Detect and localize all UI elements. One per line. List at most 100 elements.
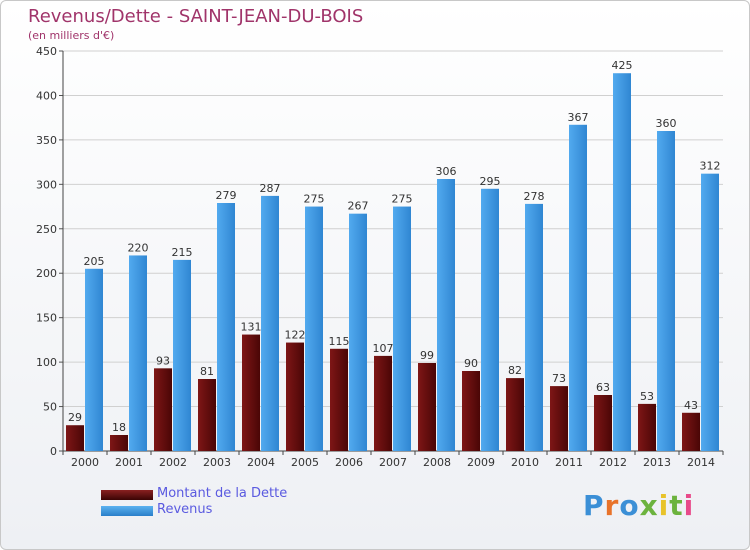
y-tick-label: 400 — [36, 89, 57, 102]
logo-letter: P — [583, 489, 605, 522]
bar-dette — [550, 386, 568, 451]
logo-letter: r — [604, 489, 620, 522]
chart-subtitle: (en milliers d'€) — [28, 29, 115, 42]
logo-letter: i — [683, 489, 695, 522]
bar-revenus — [261, 195, 279, 451]
data-label-revenus: 220 — [128, 241, 149, 254]
data-label-dette: 18 — [112, 421, 126, 434]
data-label-dette: 29 — [68, 411, 82, 424]
data-label-dette: 81 — [200, 365, 214, 378]
x-tick-label: 2012 — [599, 456, 627, 469]
bar-revenus — [437, 179, 455, 451]
bar-dette — [198, 379, 216, 451]
x-tick-label: 2004 — [247, 456, 275, 469]
bar-revenus — [393, 206, 411, 451]
data-label-revenus: 275 — [392, 193, 413, 206]
data-label-revenus: 215 — [172, 246, 193, 259]
data-label-dette: 115 — [329, 335, 350, 348]
bar-dette — [506, 378, 524, 451]
bar-revenus — [85, 268, 103, 451]
bar-dette — [418, 363, 436, 451]
data-label-revenus: 275 — [304, 193, 325, 206]
bar-revenus — [525, 203, 543, 451]
x-tick-label: 2002 — [159, 456, 187, 469]
x-tick-label: 2010 — [511, 456, 539, 469]
bar-dette — [242, 334, 260, 451]
data-label-dette: 122 — [285, 329, 306, 342]
bar-dette — [154, 368, 172, 451]
legend-label-revenus: Revenus — [157, 502, 213, 517]
bar-revenus — [481, 188, 499, 451]
legend-swatch-revenus — [101, 506, 153, 516]
bar-revenus — [349, 213, 367, 451]
x-tick-label: 2013 — [643, 456, 671, 469]
data-label-dette: 82 — [508, 364, 522, 377]
x-tick-label: 2014 — [687, 456, 715, 469]
data-label-dette: 90 — [464, 357, 478, 370]
y-tick-label: 300 — [36, 178, 57, 191]
y-tick-label: 0 — [50, 445, 57, 458]
data-label-revenus: 205 — [84, 255, 105, 268]
bar-revenus — [217, 203, 235, 451]
x-tick-label: 2009 — [467, 456, 495, 469]
bar-dette — [374, 355, 392, 451]
x-tick-label: 2005 — [291, 456, 319, 469]
data-label-dette: 131 — [241, 321, 262, 334]
data-label-dette: 63 — [596, 381, 610, 394]
data-label-dette: 107 — [373, 342, 394, 355]
bar-revenus — [657, 131, 675, 451]
x-tick-label: 2003 — [203, 456, 231, 469]
bar-revenus — [305, 206, 323, 451]
data-label-dette: 53 — [640, 390, 654, 403]
x-tick-label: 2006 — [335, 456, 363, 469]
data-label-revenus: 425 — [612, 59, 633, 72]
x-tick-label: 2001 — [115, 456, 143, 469]
bar-dette — [682, 412, 700, 451]
bar-dette — [286, 342, 304, 451]
y-tick-label: 100 — [36, 356, 57, 369]
legend-label-dette: Montant de la Dette — [157, 486, 288, 501]
data-label-revenus: 267 — [348, 200, 369, 213]
proxiti-logo: Proxiti — [583, 489, 694, 522]
x-tick-label: 2007 — [379, 456, 407, 469]
y-tick-label: 450 — [36, 45, 57, 58]
bar-dette — [330, 348, 348, 451]
logo-letter: x — [639, 489, 659, 522]
data-label-dette: 73 — [552, 372, 566, 385]
bar-dette — [66, 425, 84, 451]
bar-dette — [638, 403, 656, 451]
bar-revenus — [129, 255, 147, 451]
bar-revenus — [701, 173, 719, 451]
data-label-dette: 43 — [684, 399, 698, 412]
logo-letter: t — [669, 489, 684, 522]
legend-swatch-dette — [101, 490, 153, 500]
data-label-revenus: 279 — [216, 189, 237, 202]
y-tick-label: 200 — [36, 267, 57, 280]
bar-dette — [110, 435, 128, 451]
y-tick-label: 50 — [43, 401, 57, 414]
y-tick-label: 250 — [36, 223, 57, 236]
chart-title: Revenus/Dette - SAINT-JEAN-DU-BOIS — [28, 6, 364, 27]
y-tick-label: 350 — [36, 134, 57, 147]
y-tick-label: 150 — [36, 312, 57, 325]
x-tick-label: 2000 — [71, 456, 99, 469]
data-label-revenus: 295 — [480, 175, 501, 188]
bar-dette — [594, 395, 612, 451]
data-label-revenus: 367 — [568, 111, 589, 124]
x-tick-label: 2011 — [555, 456, 583, 469]
data-label-dette: 93 — [156, 354, 170, 367]
bar-revenus — [613, 73, 631, 451]
logo-letter: i — [658, 489, 670, 522]
bar-revenus — [173, 259, 191, 451]
data-label-revenus: 360 — [656, 117, 677, 130]
data-label-dette: 99 — [420, 349, 434, 362]
data-label-revenus: 287 — [260, 182, 281, 195]
data-label-revenus: 278 — [524, 190, 545, 203]
bar-revenus — [569, 124, 587, 452]
bar-dette — [462, 371, 480, 451]
x-tick-label: 2008 — [423, 456, 451, 469]
data-label-revenus: 312 — [700, 160, 721, 173]
logo-letter: o — [619, 489, 640, 522]
